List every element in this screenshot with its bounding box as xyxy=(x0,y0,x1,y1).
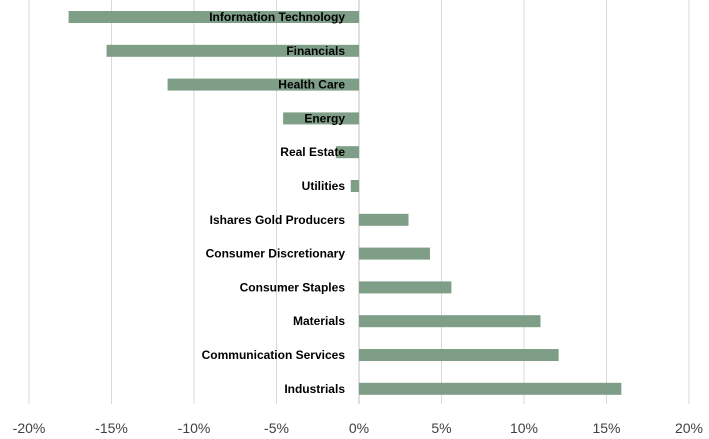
category-label: Materials xyxy=(293,314,345,328)
category-label: Communication Services xyxy=(202,348,346,362)
category-label: Consumer Staples xyxy=(240,280,346,294)
category-label: Industrials xyxy=(284,382,345,396)
bar xyxy=(359,349,559,361)
bar xyxy=(106,44,359,57)
category-label: Utilities xyxy=(302,179,346,193)
x-axis-tick-labels: -20% -15% -10% -5% 0% 5% 10% 15% 20% xyxy=(13,420,703,436)
bar xyxy=(283,112,359,125)
category-labels: Information Technology Financials Health C… xyxy=(202,10,346,396)
category-label: Energy xyxy=(304,111,345,125)
x-tick-label: -5% xyxy=(264,420,289,436)
bar xyxy=(68,11,359,23)
x-tick-label: -20% xyxy=(13,420,46,436)
bar xyxy=(359,382,622,395)
x-tick-label: 20% xyxy=(675,420,703,436)
bar xyxy=(335,146,359,159)
x-tick-label: 0% xyxy=(349,420,369,436)
x-tick-label: 15% xyxy=(592,420,620,436)
x-tick-label: 5% xyxy=(431,420,451,436)
bars xyxy=(68,11,622,395)
bar xyxy=(359,281,452,294)
gridlines xyxy=(28,0,690,404)
category-label: Ishares Gold Producers xyxy=(210,213,346,227)
category-label: Health Care xyxy=(278,78,345,92)
x-tick-label: -10% xyxy=(178,420,211,436)
x-tick-label: 10% xyxy=(510,420,538,436)
bar xyxy=(359,247,430,260)
category-label: Consumer Discretionary xyxy=(206,247,346,261)
bar xyxy=(350,180,359,192)
bar xyxy=(359,315,541,328)
bar xyxy=(167,78,359,91)
category-label: Information Technology xyxy=(209,10,345,24)
x-tick-label: -15% xyxy=(95,420,128,436)
category-label: Real Estate xyxy=(280,145,345,159)
category-label: Financials xyxy=(286,44,345,58)
bar xyxy=(359,213,409,226)
